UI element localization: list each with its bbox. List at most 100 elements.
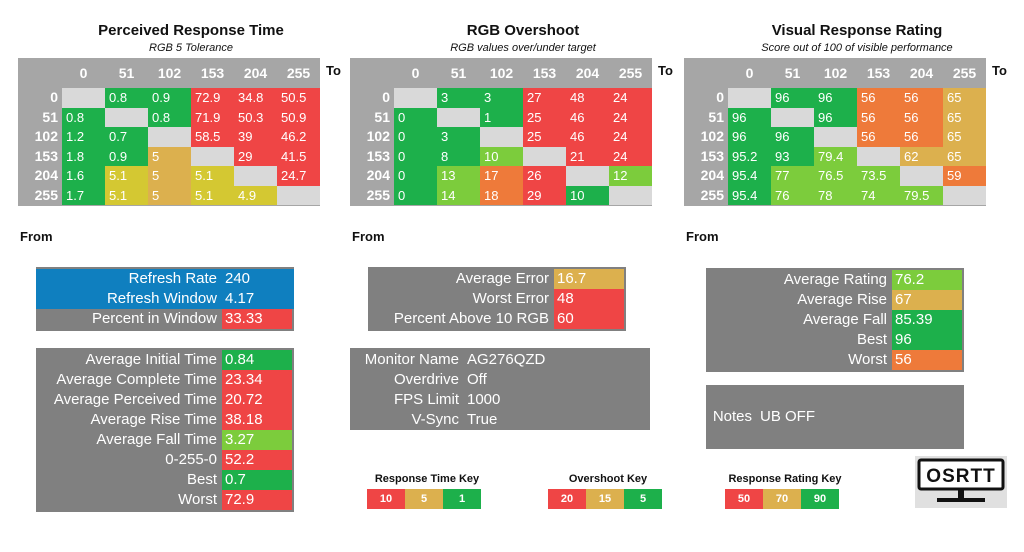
heatmap-cell: 5	[148, 185, 191, 205]
heatmap-cell: 3	[480, 88, 523, 108]
heatmap-cell: 17	[480, 166, 523, 186]
row-header: 204	[700, 167, 724, 183]
heatmap-cell: 50.5	[277, 88, 320, 108]
monitor-info-box: Monitor Name AG276QZD Overdrive Off FPS Limi…	[350, 348, 650, 430]
heatmap-cell: 25	[523, 107, 566, 127]
heatmap-cell: 5.1	[191, 185, 234, 205]
heatmap-cell: 65	[943, 107, 986, 127]
notes-label: Notes	[712, 408, 752, 425]
monitor-value: True	[467, 411, 498, 428]
heatmap-grid: 0 51 102 153 204 255 0 3 3 27 48 24 51 0 1 25 46 24 102 0 3 2…	[350, 58, 652, 206]
to-label: To	[658, 63, 673, 78]
refresh-box-label: Refresh Rate	[128, 270, 217, 287]
key-swatch: 15	[586, 489, 624, 509]
heatmap-cell: 10	[566, 185, 609, 205]
stats-box-row: Average Initial Time 0.84	[36, 350, 294, 370]
rating-box-row: Best 96	[706, 330, 964, 350]
row-header: 51	[42, 108, 58, 125]
heatmap-cell: 0.8	[62, 107, 105, 127]
stats-box-value: 72.9	[222, 490, 292, 510]
error-box: Average Error 16.7 Worst Error 48 Percent Ab…	[368, 267, 626, 331]
heatmap-cell	[814, 127, 857, 147]
key-swatch: 5	[624, 489, 662, 509]
row-header: 153	[366, 147, 390, 164]
error-box-row: Worst Error 48	[368, 289, 626, 309]
key-title: Response Time Key	[374, 473, 480, 485]
key-title: Response Rating Key	[728, 473, 842, 485]
to-label: To	[326, 63, 341, 78]
heatmap-cell: 12	[609, 166, 652, 186]
heatmap-cell: 24	[609, 107, 652, 127]
monitor-value: 1000	[467, 391, 501, 408]
heatmap-cell: 65	[943, 146, 986, 166]
heatmap-cell	[771, 107, 814, 127]
error-box-label: Average Error	[455, 270, 549, 287]
heatmap-grid: 0 51 102 153 204 255 0 96 96 56 56 65 51 96 96 56 56 65 10…	[684, 58, 986, 206]
rating-box-label: Average Rise	[797, 291, 887, 308]
rating-box-value: 96	[892, 330, 962, 350]
key-swatch: 10	[367, 489, 405, 509]
row-header: 204	[366, 167, 390, 183]
row-header: 204	[34, 167, 58, 183]
heatmap-cell: 76	[771, 185, 814, 205]
row-header: 102	[366, 128, 390, 144]
rating-box-label: Best	[856, 331, 887, 348]
key-swatch: 20	[548, 489, 586, 509]
row-header: 153	[700, 147, 724, 164]
error-box-row: Percent Above 10 RGB 60	[368, 309, 626, 329]
heatmap-cell	[523, 146, 566, 166]
stats-box-value: 3.27	[222, 430, 292, 450]
heatmap-cell: 93	[771, 146, 814, 166]
heatmap-cell	[943, 185, 986, 205]
column-header: 102	[157, 65, 182, 81]
row-header: 255	[34, 186, 58, 203]
heatmap-cell: 14	[437, 185, 480, 205]
heatmap-cell: 96	[771, 127, 814, 147]
monitor-logo-icon: OSRTT	[915, 456, 1007, 508]
heatmap-cell	[566, 166, 609, 186]
heatmap-cell: 56	[900, 88, 943, 108]
heatmap-cell: 29	[523, 185, 566, 205]
heatmap-cell: 96	[728, 127, 771, 147]
column-header: 51	[784, 65, 801, 81]
refresh-box-value: 33.33	[222, 309, 292, 329]
heatmap-cell: 5.1	[105, 166, 148, 186]
column-header: 0	[745, 65, 754, 81]
heatmap-cell: 24	[609, 127, 652, 147]
heatmap-cell: 48	[566, 88, 609, 108]
heatmap-cell	[900, 166, 943, 186]
stats-box-value: 0.7	[222, 470, 292, 490]
heatmap-cell: 0	[394, 185, 437, 205]
heatmap-cell: 79.4	[814, 146, 857, 166]
heatmap-cell: 27	[523, 88, 566, 108]
monitor-label: FPS Limit	[393, 391, 459, 408]
error-box-value: 16.7	[554, 269, 624, 289]
heatmap-cell: 41.5	[277, 146, 320, 166]
heatmap-cell	[394, 88, 437, 108]
column-header: 255	[952, 65, 977, 81]
heatmap-cell: 1.6	[62, 166, 105, 186]
heatmap-cell: 26	[523, 166, 566, 186]
row-header: 51	[374, 108, 390, 125]
error-box-label: Percent Above 10 RGB	[393, 310, 549, 327]
heatmap-cell: 59	[943, 166, 986, 186]
heatmap-grid: 0 51 102 153 204 255 0 0.8 0.9 72.9 34.8 50.5 51 0.8 0…	[18, 58, 320, 206]
heatmap-cell: 77	[771, 166, 814, 186]
key-swatch: 1	[443, 489, 481, 509]
heatmap-cell: 65	[943, 127, 986, 147]
heatmap-cell: 95.4	[728, 185, 771, 205]
heatmap-cell: 4.9	[234, 185, 277, 205]
heatmap-cell: 96	[814, 88, 857, 108]
column-header: 102	[489, 65, 514, 81]
heatmap-cell	[857, 146, 900, 166]
heatmap-cell: 95.4	[728, 166, 771, 186]
heatmap-cell: 0.9	[105, 146, 148, 166]
heatmap-cell: 21	[566, 146, 609, 166]
logo-text: OSRTT	[926, 466, 995, 487]
heatmap-cell: 56	[857, 88, 900, 108]
heatmap-cell: 24	[609, 88, 652, 108]
row-header: 255	[366, 186, 390, 203]
heatmap-cell: 56	[900, 127, 943, 147]
heatmap-cell	[234, 166, 277, 186]
from-label: From	[686, 229, 719, 244]
